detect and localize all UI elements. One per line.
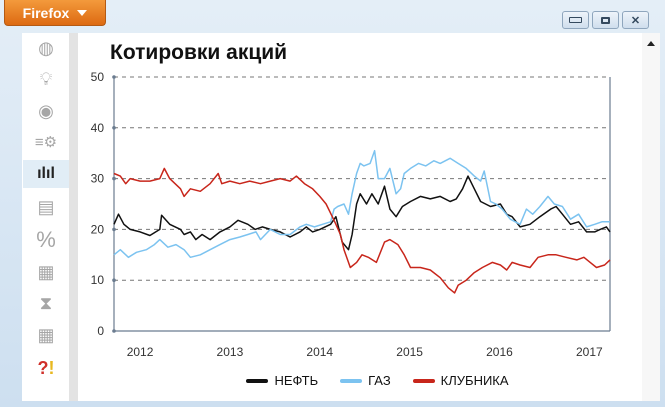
series-line-НЕФТЬ [113, 175, 611, 251]
chart-title: Котировки акций [110, 41, 288, 64]
scrollbar[interactable] [642, 33, 660, 401]
legend-item-neft: НЕФТЬ [246, 373, 318, 388]
x-tick-label: 2014 [306, 345, 333, 359]
x-tick-label: 2017 [576, 345, 603, 359]
percent-icon[interactable]: % [36, 227, 56, 252]
lightbulb-icon[interactable]: 💡︎ [39, 68, 53, 89]
x-tick-label: 2012 [127, 345, 154, 359]
calendar-icon[interactable]: ▦ [37, 324, 55, 345]
y-tick-label: 50 [91, 70, 105, 84]
globe-icon[interactable]: ◍ [38, 37, 54, 58]
chart-legend: НЕФТЬ ГАЗ КЛУБНИКА [0, 373, 665, 388]
y-tick-label: 20 [91, 222, 105, 236]
dropdown-arrow-icon [77, 9, 88, 16]
y-tick-label: 10 [91, 273, 105, 287]
settings-list-icon[interactable]: ≡⚙ [34, 134, 58, 151]
scroll-up-icon[interactable] [647, 41, 655, 46]
close-icon: ✕ [630, 14, 641, 27]
legend-label: КЛУБНИКА [440, 373, 509, 388]
x-tick-label: 2013 [217, 345, 244, 359]
x-tick-label: 2016 [486, 345, 513, 359]
minimize-icon [569, 17, 582, 23]
series-line-КЛУБНИКА [113, 167, 611, 294]
legend-swatch [340, 378, 363, 383]
help-alert-icon[interactable]: ?! [37, 357, 55, 378]
firefox-menu-label: Firefox [22, 4, 70, 21]
restore-icon [601, 16, 610, 24]
y-tick-label: 30 [91, 172, 105, 186]
minimize-button[interactable] [562, 11, 589, 29]
legend-swatch [412, 378, 435, 383]
y-tick-label: 0 [97, 324, 104, 338]
y-tick-label: 40 [91, 121, 105, 135]
hourglass-icon[interactable]: ⧗ [39, 292, 53, 313]
calendar-chart-icon[interactable]: ▦ [37, 261, 55, 282]
document-icon[interactable]: ▤ [37, 196, 55, 217]
series-line-ГАЗ [113, 149, 610, 259]
close-button[interactable]: ✕ [622, 11, 649, 29]
legend-label: ГАЗ [368, 373, 391, 388]
target-icon[interactable]: ◉ [38, 100, 54, 121]
legend-item-klubnika: КЛУБНИКА [412, 373, 509, 388]
bar-chart-icon[interactable]: ılıl [23, 160, 69, 188]
legend-item-gaz: ГАЗ [340, 373, 391, 388]
restore-button[interactable] [592, 11, 619, 29]
legend-swatch [246, 378, 269, 383]
legend-label: НЕФТЬ [274, 373, 319, 388]
x-tick-label: 2015 [396, 345, 423, 359]
sidebar-divider [69, 33, 78, 401]
firefox-menu-button[interactable]: Firefox [4, 0, 106, 26]
sidebar [23, 33, 69, 401]
